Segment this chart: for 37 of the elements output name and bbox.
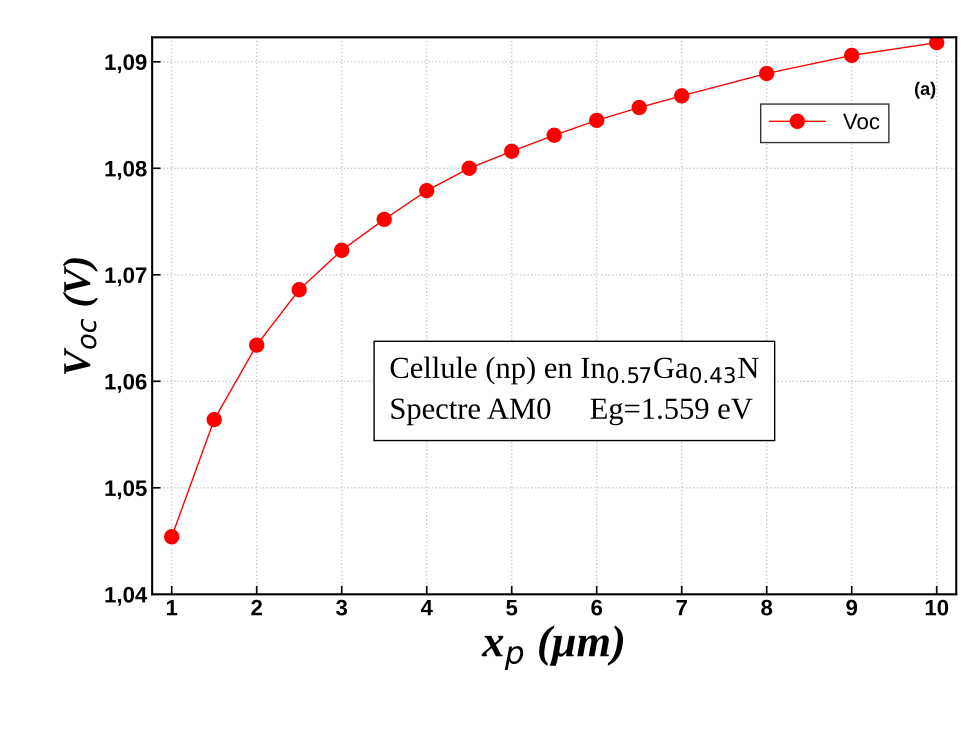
x-tick-label: 4: [420, 600, 433, 616]
point: [546, 128, 562, 143]
y-tick-label: 1,04: [105, 586, 148, 606]
point: [462, 160, 477, 176]
point: [292, 282, 307, 298]
y-axis-title: V$_{oc}$ (V): [62, 258, 98, 374]
point: [334, 242, 350, 258]
y-tick-label: 1,05: [105, 480, 147, 500]
x-tick-label: 10: [926, 600, 948, 616]
point: [632, 100, 647, 116]
point: [504, 144, 520, 159]
x-tick-label: 1: [166, 600, 178, 616]
point: [759, 66, 774, 82]
x-tick-label: 3: [336, 600, 348, 616]
point: [206, 412, 222, 428]
x-tick-label: 6: [591, 600, 602, 616]
point: [164, 529, 180, 544]
y-tick-label: 1,06: [105, 374, 146, 393]
y-tick-label: 1,09: [105, 54, 146, 74]
x-tick-label: 2: [251, 600, 262, 616]
x-tick-label: 5: [506, 600, 518, 616]
point: [929, 37, 944, 50]
point: [249, 337, 264, 353]
point: [376, 212, 392, 228]
x-tick-label: 7: [676, 600, 687, 616]
x-tick-label: 9: [846, 600, 858, 616]
y-tick-label: 1,08: [105, 160, 147, 180]
annotation: Cellule (np) en In$_{0.57}$Ga$_{0.43}$N Spectre AM0 Eg=1.559 eV: [390, 356, 759, 426]
point: [844, 48, 860, 64]
point: [589, 112, 604, 128]
point: [674, 88, 690, 104]
point: [419, 183, 434, 198]
x-tick-label: 8: [761, 600, 772, 616]
x-axis-title: x$_{p}$ (μm): [482, 625, 623, 670]
y-tick-label: 1,07: [105, 267, 146, 286]
annotation: (a): [914, 82, 936, 99]
legend-label: Voc: [843, 114, 880, 130]
